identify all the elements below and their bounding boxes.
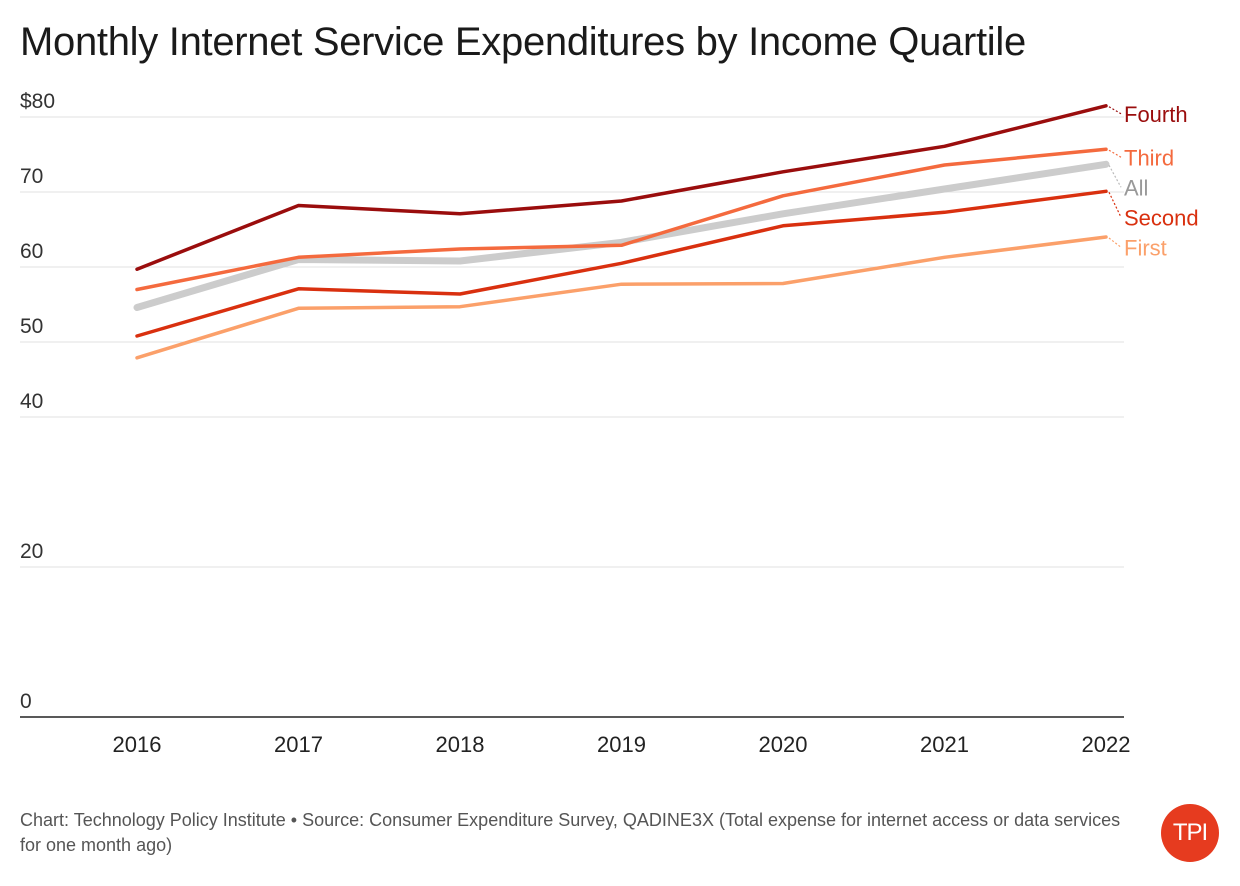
x-tick-label: 2022 bbox=[1082, 732, 1131, 757]
series-line-fourth bbox=[135, 104, 1108, 271]
series-label-all: All bbox=[1124, 175, 1148, 200]
y-axis-tick-labels: 0 20 40 50 60 70 $80 bbox=[20, 90, 55, 713]
x-axis-tick-labels: 2016 2017 2018 2019 2020 2021 2022 bbox=[113, 732, 1131, 757]
x-tick-label: 2017 bbox=[274, 732, 323, 757]
series-label-leader bbox=[1108, 191, 1122, 218]
series-lines bbox=[133, 104, 1110, 360]
y-tick-label: 0 bbox=[20, 690, 32, 713]
series-line-all bbox=[133, 160, 1110, 311]
chart-source-footer: Chart: Technology Policy Institute • Sou… bbox=[20, 810, 1121, 855]
y-tick-label: 50 bbox=[20, 315, 43, 338]
series-label-leader bbox=[1108, 149, 1122, 158]
y-tick-label: $80 bbox=[20, 90, 55, 113]
x-tick-label: 2016 bbox=[113, 732, 162, 757]
series-label-leader bbox=[1108, 164, 1122, 188]
series-label-leader bbox=[1108, 106, 1122, 115]
x-tick-label: 2020 bbox=[759, 732, 808, 757]
series-label-second: Second bbox=[1124, 205, 1199, 230]
series-label-fourth: Fourth bbox=[1124, 102, 1188, 127]
x-tick-label: 2021 bbox=[920, 732, 969, 757]
tpi-logo: TPI bbox=[1161, 804, 1219, 862]
series-label-third: Third bbox=[1124, 145, 1174, 170]
y-tick-label: 60 bbox=[20, 240, 43, 263]
series-line-first bbox=[135, 235, 1108, 360]
y-tick-label: 20 bbox=[20, 540, 43, 563]
series-line-third bbox=[135, 147, 1108, 292]
y-tick-label: 40 bbox=[20, 390, 43, 413]
x-tick-label: 2018 bbox=[436, 732, 485, 757]
series-label-leader bbox=[1108, 237, 1122, 248]
gridlines bbox=[20, 116, 1124, 568]
series-label-first: First bbox=[1124, 235, 1167, 260]
x-tick-label: 2019 bbox=[597, 732, 646, 757]
series-line-second bbox=[135, 189, 1108, 338]
y-tick-label: 70 bbox=[20, 165, 43, 188]
chart-title: Monthly Internet Service Expenditures by… bbox=[20, 20, 1026, 64]
series-labels: Fourth Third All Second First bbox=[1108, 102, 1199, 260]
